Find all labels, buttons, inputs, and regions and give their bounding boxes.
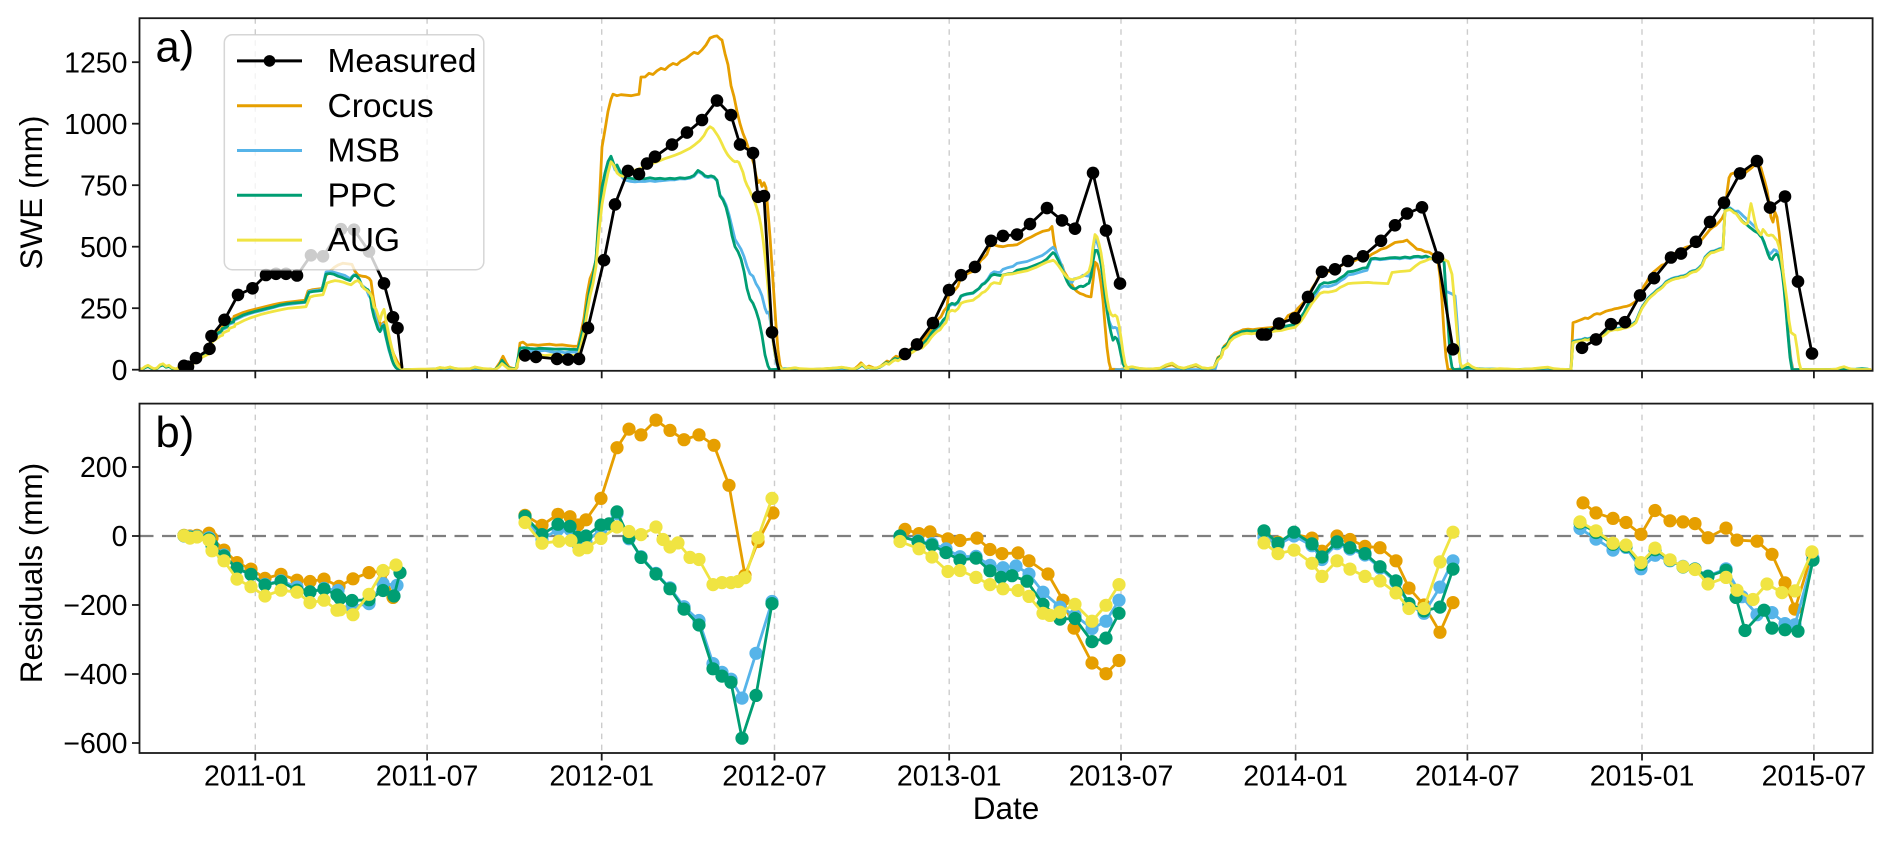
svg-text:Crocus: Crocus xyxy=(328,88,434,125)
svg-text:MSB: MSB xyxy=(328,133,401,170)
svg-text:a): a) xyxy=(156,24,195,72)
svg-text:Measured: Measured xyxy=(328,43,477,80)
svg-text:−600: −600 xyxy=(63,728,127,760)
svg-text:750: 750 xyxy=(80,170,128,202)
svg-text:2013-07: 2013-07 xyxy=(1069,761,1174,793)
svg-text:SWE (mm): SWE (mm) xyxy=(13,116,49,270)
svg-text:250: 250 xyxy=(80,293,128,325)
svg-text:Residuals (mm): Residuals (mm) xyxy=(13,463,49,684)
svg-text:2013-01: 2013-01 xyxy=(897,761,1002,793)
svg-text:AUG: AUG xyxy=(328,222,401,259)
svg-text:200: 200 xyxy=(80,452,128,484)
svg-text:0: 0 xyxy=(112,521,128,553)
svg-text:0: 0 xyxy=(112,355,128,387)
svg-text:2012-07: 2012-07 xyxy=(722,761,827,793)
svg-text:2011-01: 2011-01 xyxy=(204,761,306,793)
svg-text:2012-01: 2012-01 xyxy=(549,761,654,793)
svg-text:1000: 1000 xyxy=(64,109,127,141)
svg-text:1250: 1250 xyxy=(64,47,127,79)
svg-text:500: 500 xyxy=(80,232,128,264)
svg-text:2015-01: 2015-01 xyxy=(1590,761,1695,793)
svg-text:2014-01: 2014-01 xyxy=(1243,761,1348,793)
svg-text:2014-07: 2014-07 xyxy=(1415,761,1520,793)
svg-text:−400: −400 xyxy=(63,659,127,691)
svg-text:2011-07: 2011-07 xyxy=(376,761,478,793)
svg-text:Date: Date xyxy=(973,790,1040,826)
svg-text:PPC: PPC xyxy=(328,177,397,214)
svg-text:b): b) xyxy=(156,409,195,457)
svg-text:2015-07: 2015-07 xyxy=(1762,761,1867,793)
svg-text:−200: −200 xyxy=(63,590,127,622)
